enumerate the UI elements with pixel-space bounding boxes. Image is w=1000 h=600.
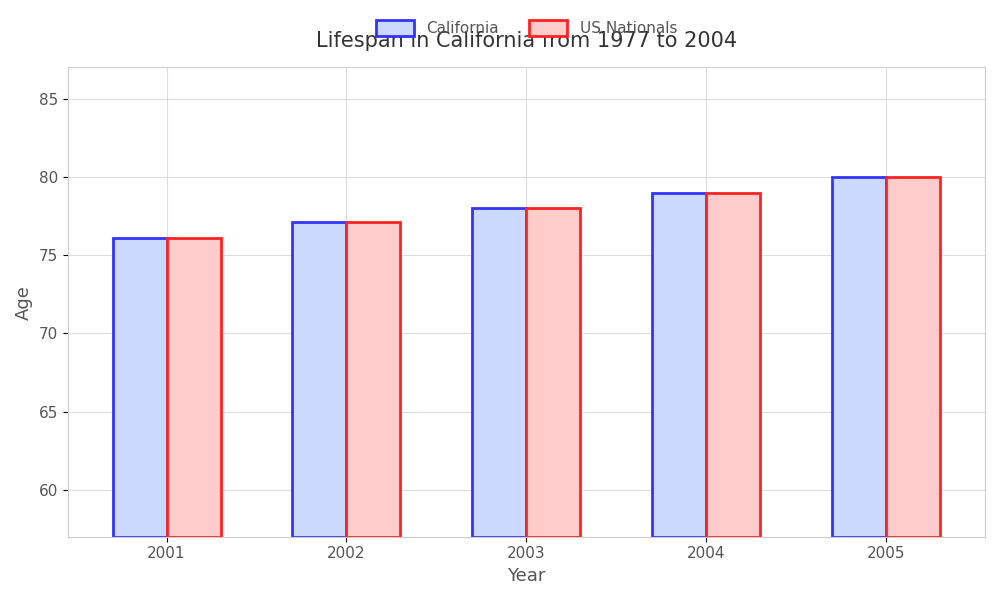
- X-axis label: Year: Year: [507, 567, 546, 585]
- Bar: [652, 193, 706, 537]
- Bar: [832, 177, 886, 537]
- Bar: [886, 177, 940, 537]
- Bar: [346, 222, 400, 537]
- Bar: [292, 222, 346, 537]
- Bar: [706, 193, 760, 537]
- Bar: [526, 208, 580, 537]
- Y-axis label: Age: Age: [15, 284, 33, 320]
- Bar: [472, 208, 526, 537]
- Title: Lifespan in California from 1977 to 2004: Lifespan in California from 1977 to 2004: [316, 31, 737, 50]
- Bar: [113, 238, 167, 537]
- Bar: [167, 238, 221, 537]
- Legend: California, US Nationals: California, US Nationals: [369, 14, 683, 42]
